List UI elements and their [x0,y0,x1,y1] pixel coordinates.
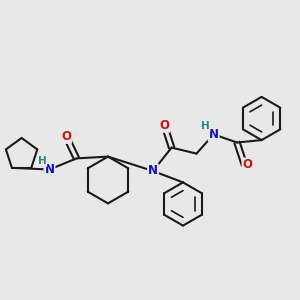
Text: H: H [38,156,46,166]
Text: O: O [61,130,71,143]
Text: O: O [159,119,170,132]
Text: O: O [242,158,253,172]
Text: N: N [208,128,219,141]
Text: N: N [44,163,55,176]
Text: N: N [148,164,158,178]
Text: H: H [201,121,210,131]
